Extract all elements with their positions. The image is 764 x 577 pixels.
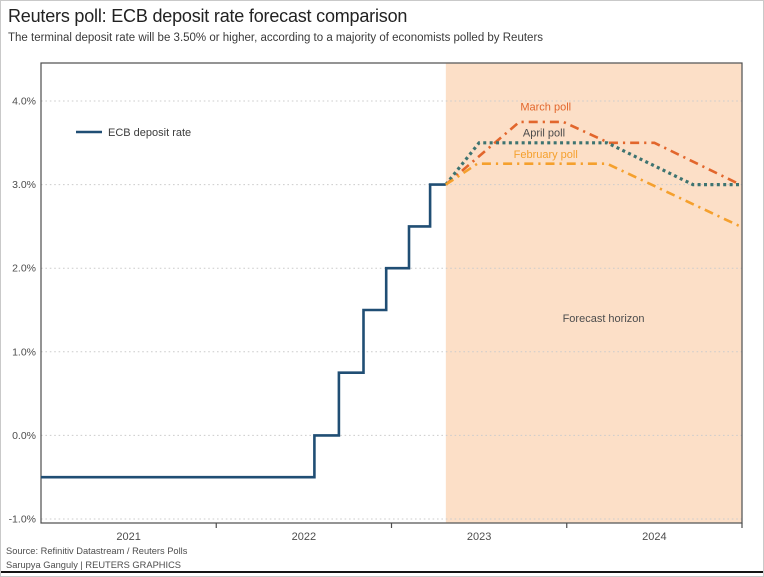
y-axis-label: 1.0% [12, 346, 36, 358]
forecast-horizon-label: Forecast horizon [563, 313, 645, 325]
series-line-ecb-deposit-rate [41, 183, 446, 479]
credit-note: Sarupya Ganguly | REUTERS GRAPHICS [6, 560, 181, 570]
y-axis-label: 0.0% [12, 430, 36, 442]
y-axis-label: -1.0% [9, 514, 36, 526]
page-title: Reuters poll: ECB deposit rate forecast … [8, 6, 408, 26]
series-label-april-poll: April poll [523, 127, 565, 139]
x-axis-label: 2021 [116, 531, 140, 543]
x-axis-label: 2023 [467, 531, 491, 543]
plot-border [40, 62, 743, 524]
x-axis-label: 2022 [292, 531, 316, 543]
y-axis-label: 3.0% [12, 179, 36, 191]
ecb-rate-chart: 4.0% 3.0% 2.0% 1.0% 0.0% -1.0% 2021 2022 2023 202… [9, 62, 743, 543]
y-axis-label: 2.0% [12, 263, 36, 275]
forecast-region [445, 63, 742, 523]
series-label-february-poll: February poll [514, 149, 578, 161]
bottom-rule [1, 571, 763, 573]
x-axis-label: 2024 [642, 531, 666, 543]
series-line-february-poll [445, 162, 741, 228]
series-label-march-poll: March poll [520, 101, 571, 113]
source-note: Source: Refinitiv Datastream / Reuters P… [6, 546, 188, 556]
legend-label: ECB deposit rate [108, 127, 191, 139]
series-line-april-poll [444, 141, 741, 187]
y-axis-label: 4.0% [12, 96, 36, 108]
chart-subtitle: The terminal deposit rate will be 3.50% … [8, 32, 544, 44]
